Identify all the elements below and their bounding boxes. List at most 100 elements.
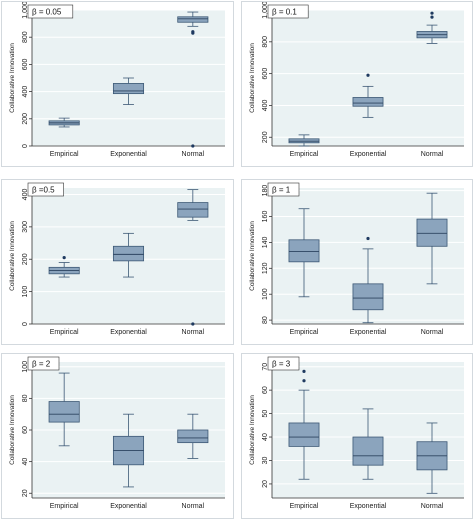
- iqr-box: [416, 218, 448, 247]
- y-tick-label: 100: [262, 288, 269, 300]
- legend-label: β = 0.1: [272, 8, 297, 17]
- y-tick-label: 300: [22, 221, 29, 233]
- legend-box: [27, 356, 60, 371]
- box-empirical: [288, 369, 320, 480]
- box-exponential: [352, 408, 384, 480]
- y-tick-label: 400: [22, 86, 29, 98]
- y-tick-label: 180: [262, 185, 269, 197]
- box-chart-1: 200 400 600 800 1,000 Collaborative Innovatio…: [249, 2, 464, 158]
- x-tick-label: Empirical: [50, 503, 79, 510]
- x-tick-label: Empirical: [50, 329, 79, 336]
- y-tick-label: 100: [22, 361, 29, 373]
- chart-panel-0: 0 200 400 600 800 1,000 Collaborative Innovati…: [1, 1, 234, 167]
- box-empirical: [48, 117, 80, 128]
- outlier-point: [366, 73, 370, 77]
- outlier-point: [302, 369, 306, 373]
- y-tick-label: 60: [22, 426, 29, 434]
- y-tick-label: 400: [22, 189, 29, 201]
- y-tick-label: 80: [262, 316, 269, 324]
- x-tick-label: Exponential: [350, 503, 387, 510]
- y-tick-label: 50: [262, 410, 269, 418]
- legend-label: β = 1: [272, 186, 291, 195]
- y-axis-label: Collaborative Innovation: [9, 43, 16, 113]
- legend-box: [27, 182, 64, 197]
- box-empirical: [288, 134, 320, 147]
- chart-panel-2: 0 100 200 300 400 Collaborative Innovation Emp…: [1, 179, 234, 345]
- outlier-point: [191, 322, 195, 326]
- x-tick-label: Normal: [182, 503, 205, 510]
- x-tick-label: Normal: [421, 503, 444, 510]
- y-tick-label: 0: [22, 322, 29, 326]
- y-tick-label: 600: [22, 58, 29, 70]
- x-tick-label: Normal: [182, 329, 205, 336]
- outlier-point: [430, 11, 434, 15]
- y-tick-label: 30: [262, 456, 269, 464]
- legend-label: β = 2: [32, 360, 51, 369]
- box-chart-4: 20 40 60 80 100 Collaborative Innovation Empir…: [9, 356, 225, 510]
- y-tick-label: 400: [262, 99, 269, 111]
- y-tick-label: 60: [262, 386, 269, 394]
- box-chart-2: 0 100 200 300 400 Collaborative Innovation Emp…: [9, 182, 225, 336]
- y-axis-label: Collaborative Innovation: [249, 395, 256, 465]
- y-tick-label: 100: [22, 286, 29, 298]
- legend-label: β = 0.05: [32, 8, 62, 17]
- outlier-point: [366, 236, 370, 241]
- box-normal: [416, 192, 448, 285]
- outlier-point: [62, 256, 66, 260]
- legend-box: [267, 356, 300, 371]
- y-axis-label: Collaborative Innovation: [249, 43, 256, 113]
- y-tick-label: 80: [22, 394, 29, 402]
- y-tick-label: 600: [262, 68, 269, 80]
- outlier-point: [430, 15, 434, 19]
- legend-label: β = 3: [272, 360, 291, 369]
- box-normal: [177, 189, 209, 326]
- y-tick-label: 1,000: [22, 2, 29, 19]
- iqr-box: [288, 239, 320, 263]
- iqr-box: [112, 83, 145, 95]
- y-tick-label: 160: [262, 211, 269, 223]
- box-normal: [416, 422, 448, 494]
- x-tick-label: Empirical: [50, 151, 79, 158]
- chart-panel-5: 20 30 40 50 60 70 Collaborative Innovation Empi…: [241, 353, 473, 519]
- box-exponential: [112, 77, 145, 105]
- y-tick-label: 1,000: [262, 2, 269, 19]
- box-chart-5: 20 30 40 50 60 70 Collaborative Innovation Empi…: [249, 356, 464, 510]
- chart-panel-4: 20 40 60 80 100 Collaborative Innovation Empir…: [1, 353, 234, 519]
- y-tick-label: 800: [262, 36, 269, 48]
- x-tick-label: Empirical: [290, 329, 319, 336]
- y-tick-label: 800: [22, 31, 29, 43]
- iqr-box: [177, 202, 209, 218]
- iqr-box: [352, 283, 384, 311]
- chart-panel-3: 80 100 120 140 160 180 Collaborative Innovatio…: [241, 179, 473, 345]
- legend-box: [27, 4, 74, 19]
- chart-panel-1: 200 400 600 800 1,000 Collaborative Innovatio…: [241, 1, 473, 167]
- legend-box: [267, 4, 309, 19]
- x-tick-label: Exponential: [110, 329, 147, 336]
- y-tick-label: 40: [22, 458, 29, 466]
- box-exponential: [112, 413, 145, 488]
- y-axis-label: Collaborative Innovation: [9, 395, 16, 465]
- box-normal: [177, 11, 209, 148]
- outlier-point: [191, 30, 195, 34]
- outlier-point: [191, 144, 195, 148]
- legend-box: [267, 182, 300, 197]
- iqr-box: [352, 97, 384, 107]
- x-tick-label: Normal: [182, 151, 205, 158]
- box-empirical: [48, 256, 80, 278]
- box-chart-0: 0 200 400 600 800 1,000 Collaborative Innovati…: [9, 2, 225, 158]
- box-chart-3: 80 100 120 140 160 180 Collaborative Innovatio…: [249, 182, 464, 336]
- x-tick-label: Empirical: [290, 503, 319, 510]
- x-tick-label: Exponential: [110, 151, 147, 158]
- iqr-box: [177, 429, 209, 444]
- iqr-box: [112, 245, 145, 262]
- x-tick-label: Normal: [421, 151, 444, 158]
- y-tick-label: 120: [262, 262, 269, 274]
- x-tick-label: Exponential: [350, 151, 387, 158]
- y-tick-label: 0: [22, 144, 29, 148]
- box-exponential: [352, 73, 384, 118]
- box-normal: [177, 413, 209, 459]
- box-exponential: [352, 236, 384, 324]
- iqr-box: [352, 436, 384, 466]
- plot-area: [272, 10, 464, 146]
- y-axis-label: Collaborative Innovation: [249, 221, 256, 291]
